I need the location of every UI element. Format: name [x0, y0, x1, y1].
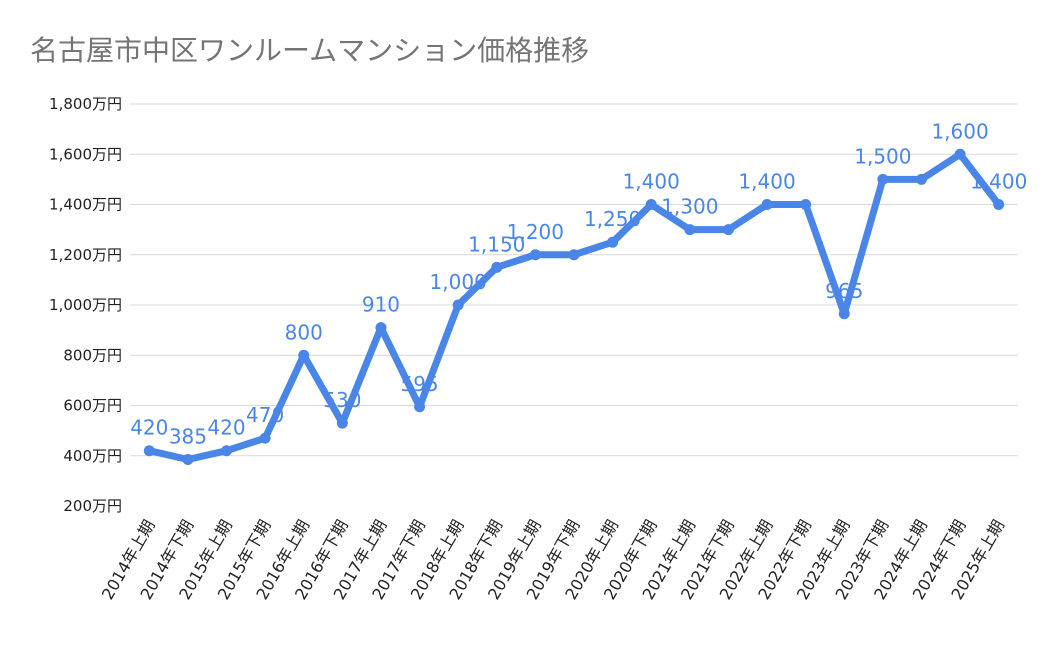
- data-point: [877, 173, 889, 185]
- data-label: 420: [130, 416, 168, 440]
- data-label: 385: [169, 425, 207, 449]
- data-point: [182, 454, 194, 466]
- data-label: 1,500: [854, 144, 911, 168]
- data-label: 1,400: [623, 170, 680, 194]
- data-point: [607, 236, 619, 248]
- data-point: [375, 322, 387, 334]
- data-labels: 420 385 4204708005309105951,0001,1501,2001…: [130, 119, 1027, 448]
- data-label: 470: [246, 403, 284, 427]
- chart-title: 名古屋市中区ワンルームマンション価格推移: [30, 34, 589, 67]
- data-point: [915, 173, 927, 185]
- data-label: 1,250: [584, 207, 641, 231]
- data-point: [954, 148, 966, 160]
- data-point: [800, 199, 812, 210]
- data-point: [838, 308, 850, 320]
- data-label: 1,400: [738, 170, 795, 194]
- data-point: [645, 199, 657, 210]
- data-point: [529, 249, 541, 261]
- data-label: 1,000: [430, 270, 487, 294]
- y-tick-label: 1,600万円: [49, 145, 122, 163]
- data-label: 1,200: [507, 220, 564, 244]
- data-label: 910: [362, 293, 400, 317]
- data-label: 420: [207, 416, 245, 440]
- data-point: [143, 445, 155, 457]
- data-point: [298, 349, 310, 361]
- data-label: 595: [400, 372, 438, 396]
- y-tick-label: 1,800万円: [49, 95, 122, 113]
- data-point: [491, 261, 503, 273]
- data-label: 530: [323, 388, 361, 412]
- y-tick-label: 1,200万円: [49, 246, 122, 264]
- data-label: 800: [285, 320, 323, 344]
- y-tick-label: 1,400万円: [49, 196, 122, 214]
- data-point: [414, 401, 426, 413]
- data-label: 1,150: [468, 232, 525, 256]
- data-point: [761, 199, 773, 210]
- data-point: [259, 432, 271, 444]
- y-tick-label: 400万円: [63, 447, 122, 465]
- data-point: [221, 445, 233, 457]
- y-tick-label: 200万円: [63, 497, 122, 515]
- y-tick-label: 600万円: [63, 397, 122, 415]
- y-tick-label: 1,000万円: [49, 296, 122, 314]
- data-label: 1,300: [661, 195, 718, 219]
- data-label: 1,600: [931, 119, 988, 143]
- data-label: 965: [825, 279, 863, 303]
- data-point: [993, 199, 1005, 210]
- data-point: [722, 224, 734, 236]
- data-label: 1,400: [970, 170, 1027, 194]
- x-axis-ticks: 2014年上期2014年下期2015年上期2015年下期2016年上期2016年…: [98, 516, 1008, 602]
- data-points: [143, 148, 1005, 466]
- data-point: [568, 249, 580, 261]
- data-point: [336, 417, 348, 429]
- y-axis-ticks: 200万円 400万円 600万円 800万円 1,000万円 1,200万円 1,400万…: [49, 95, 122, 515]
- data-point: [452, 299, 464, 311]
- y-tick-label: 800万円: [63, 346, 122, 364]
- data-point: [684, 224, 696, 236]
